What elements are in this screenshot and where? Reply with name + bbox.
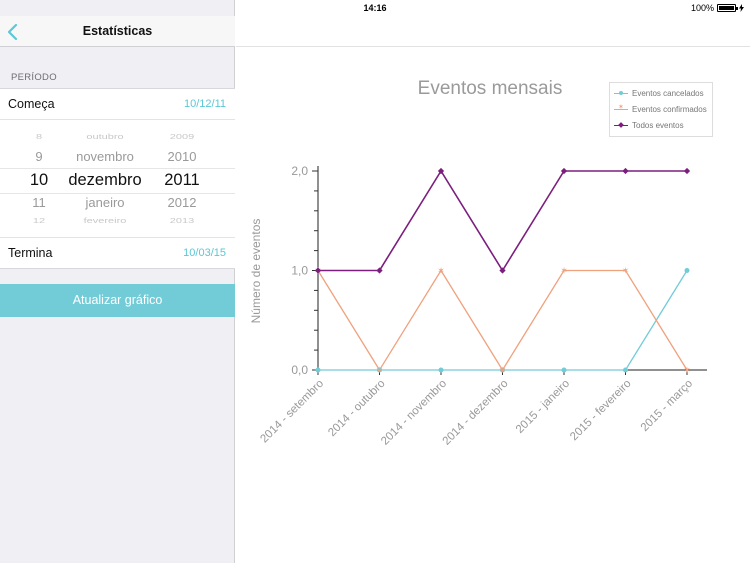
picker-month-selected[interactable]: dezembro [68, 171, 142, 189]
start-date-label: Começa [8, 97, 55, 111]
x-tick-label: 2014 - outubro [326, 378, 387, 439]
picker-year[interactable]: 2012 [167, 195, 197, 210]
battery-icon [717, 4, 738, 12]
chart-title: Eventos mensais [417, 78, 563, 99]
star-marker-icon [614, 103, 628, 114]
data-point [623, 367, 628, 373]
series-line [318, 169, 687, 273]
end-date-row[interactable]: Termina 10/03/15 [0, 237, 235, 269]
charging-icon [739, 4, 744, 12]
period-section-header: PERÍODO [11, 72, 57, 83]
end-date-label: Termina [8, 246, 53, 260]
end-date-value: 10/03/15 [183, 247, 226, 259]
data-point [500, 367, 505, 373]
date-picker[interactable]: 8 9 10 11 12 outubro novembro dezembro j… [0, 120, 235, 237]
picker-day[interactable]: 11 [32, 195, 46, 210]
update-chart-button[interactable]: Atualizar gráfico [0, 284, 235, 317]
data-point [622, 167, 629, 175]
picker-day[interactable]: 8 [35, 132, 43, 142]
picker-year[interactable]: 2010 [167, 149, 197, 164]
data-point: ✶ [376, 365, 384, 375]
data-point [438, 367, 444, 373]
x-tick-label: 2015 - março [639, 378, 695, 434]
data-point [376, 267, 383, 274]
data-point: ✶ [622, 266, 630, 276]
status-time: 14:16 [363, 3, 387, 13]
picker-month[interactable]: novembro [76, 149, 134, 164]
data-point: ✶ [560, 266, 568, 276]
picker-divider [0, 193, 235, 194]
data-point: ✶ [437, 266, 445, 276]
picker-month[interactable]: outubro [86, 132, 124, 142]
page-title: Estatísticas [82, 24, 153, 38]
legend-label: Todos eventos [632, 121, 684, 130]
sidebar: Estatísticas PERÍODO Começa 10/12/11 8 9… [0, 0, 235, 563]
picker-year[interactable]: 2013 [169, 216, 195, 226]
chart-legend: Eventos cancelados Eventos confirmados T… [609, 82, 713, 137]
battery-percent: 100% [690, 3, 714, 13]
picker-month[interactable]: fevereiro [83, 216, 127, 226]
data-point [437, 167, 445, 175]
detail-navigation-bar [236, 16, 750, 47]
start-date-value: 10/12/11 [183, 98, 226, 110]
back-chevron-icon[interactable] [5, 22, 23, 42]
y-tick-label: 0,0 [291, 363, 308, 377]
picker-year[interactable]: 2009 [169, 132, 195, 142]
navigation-bar: Estatísticas [0, 16, 235, 47]
data-point [561, 367, 567, 373]
y-tick-label: 2,0 [291, 164, 308, 178]
data-point [684, 268, 690, 273]
x-tick-label: 2015 - janeiro [514, 378, 572, 436]
picker-year-selected[interactable]: 2011 [164, 171, 200, 189]
picker-day[interactable]: 9 [35, 149, 43, 164]
picker-day[interactable]: 12 [32, 216, 46, 226]
picker-month[interactable]: janeiro [85, 195, 125, 210]
circle-marker-icon [614, 90, 628, 98]
legend-label: Eventos cancelados [632, 89, 704, 98]
data-point [377, 367, 382, 373]
diamond-marker-icon [614, 122, 628, 130]
data-point [315, 367, 321, 373]
series-line [318, 270, 688, 371]
start-date-row[interactable]: Começa 10/12/11 [0, 88, 235, 120]
data-point [314, 267, 322, 274]
data-point [683, 167, 691, 175]
x-tick-label: 2014 - setembro [258, 378, 326, 446]
picker-divider [0, 168, 235, 169]
x-tick-label: 2014 - novembro [379, 378, 449, 448]
picker-day-selected[interactable]: 10 [29, 171, 49, 189]
data-point: ✶ [499, 365, 507, 375]
x-tick-label: 2015 - fevereiro [568, 378, 633, 443]
y-axis-label: Número de eventos [249, 219, 263, 324]
y-tick-label: 1,0 [291, 264, 308, 278]
legend-label: Eventos confirmados [632, 105, 707, 114]
x-tick-label: 2014 - dezembro [441, 378, 511, 448]
legend-item-confirmed: Eventos confirmados [614, 103, 707, 114]
series-line [317, 269, 688, 372]
legend-item-all: Todos eventos [614, 121, 684, 130]
data-point: ✶ [683, 365, 691, 375]
legend-item-cancelled: Eventos cancelados [614, 89, 704, 98]
